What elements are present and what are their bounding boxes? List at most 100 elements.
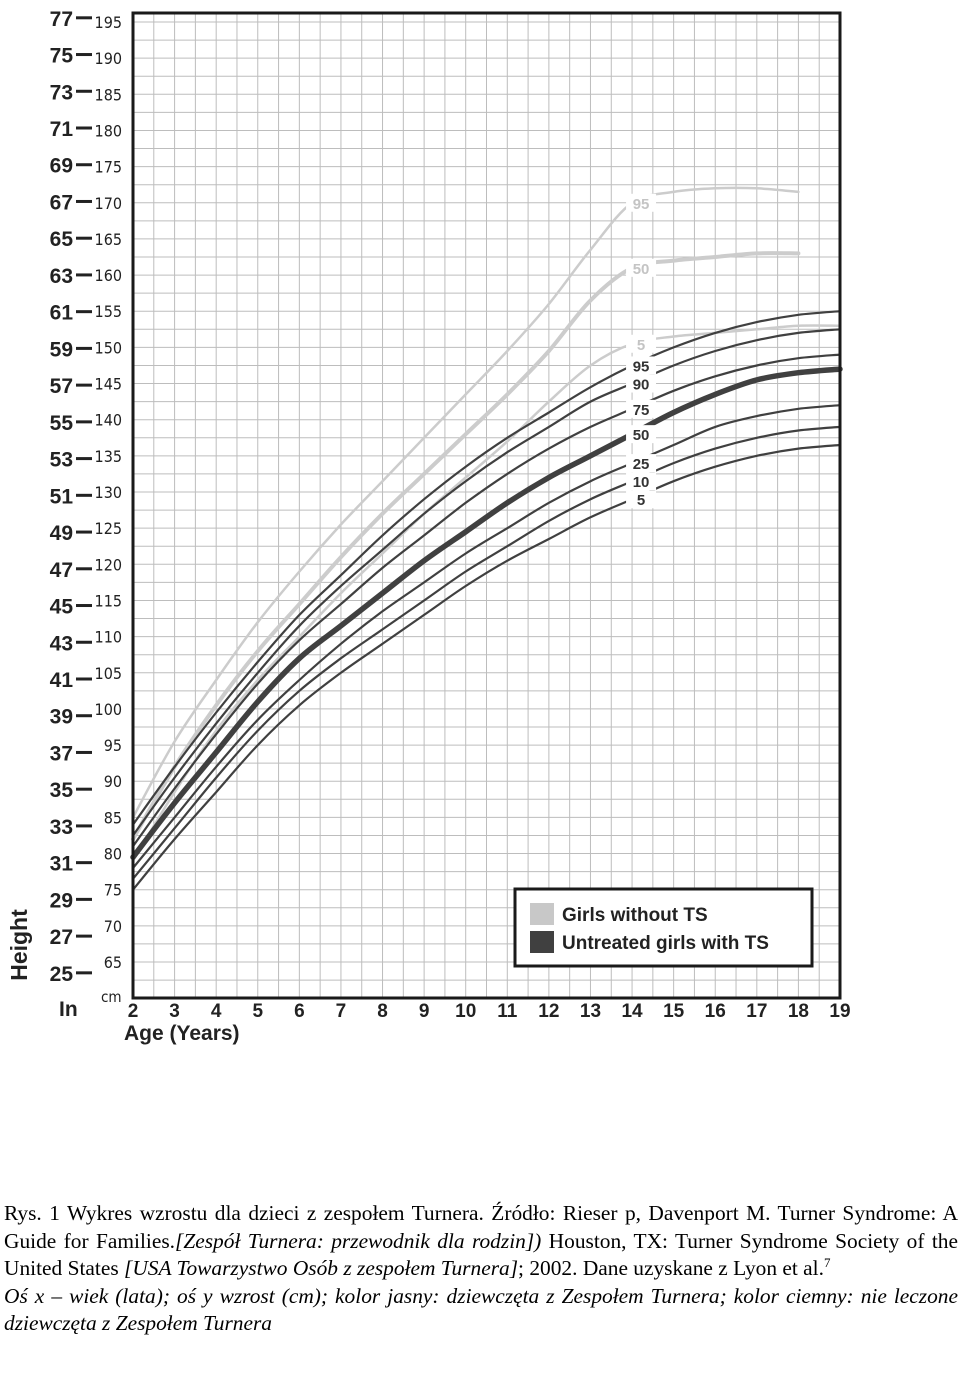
in-tick-label: 49	[50, 522, 73, 545]
series-label-bg	[626, 454, 657, 473]
in-tick-label: 57	[50, 375, 73, 398]
legend-swatch-girls-without-ts	[530, 903, 554, 925]
in-tick-label: 35	[50, 779, 74, 802]
cm-tick-label: 195	[95, 13, 122, 32]
legend-swatch-untreated-girls-with-ts	[530, 931, 554, 953]
in-tick-label: 67	[50, 191, 73, 214]
series-label-bg	[626, 374, 657, 393]
cm-tick-label: 135	[95, 447, 122, 466]
in-tick-label: 41	[50, 669, 74, 692]
cm-tick-label: 140	[95, 411, 122, 430]
in-tick-label: 63	[50, 265, 73, 288]
x-axis-title: Age (Years)	[124, 1022, 240, 1045]
x-tick-label: 11	[497, 1001, 518, 1022]
series-label-untreated-girls-with-ts-p75: 75	[633, 402, 650, 419]
in-tick-label: 45	[50, 596, 74, 619]
series-label-untreated-girls-with-ts-p5: 5	[637, 492, 645, 509]
cm-tick-label: 75	[104, 881, 122, 900]
cm-tick-label: 105	[95, 664, 122, 683]
x-tick-label: 6	[294, 1001, 305, 1022]
series-label-untreated-girls-with-ts-p90: 90	[633, 377, 650, 394]
x-tick-label: 7	[336, 1001, 347, 1022]
series-label-untreated-girls-with-ts-p50: 50	[633, 427, 650, 444]
cm-tick-label: 70	[104, 917, 122, 936]
x-tick-label: 15	[663, 1001, 685, 1022]
x-tick-label: 12	[538, 1001, 559, 1022]
cm-tick-label: 100	[95, 700, 122, 719]
series-label-bg	[626, 472, 657, 491]
series-line-untreated-girls-with-ts-p10	[131, 425, 842, 880]
cm-tick-label: 115	[95, 591, 122, 610]
series-line-untreated-girls-with-ts-p75	[131, 353, 842, 848]
series-line-untreated-girls-with-ts-p95	[131, 310, 842, 826]
in-tick-label: 53	[50, 449, 73, 472]
cm-tick-label: 175	[95, 158, 122, 177]
chart-axes: 2 3 4 5 6 7 8 9 10 11 12 13 14 15 16 17 18 19657075808590…	[50, 8, 851, 1022]
series-label-untreated-girls-with-ts-p10: 10	[633, 474, 650, 491]
in-tick-label: 65	[50, 228, 74, 251]
caption-source: Rys. 1 Wykres wzrostu dla dzieci z zespo…	[4, 1201, 959, 1281]
in-tick-label: 47	[50, 559, 73, 582]
in-tick-label: 37	[50, 742, 73, 765]
x-tick-label: 19	[829, 1001, 850, 1022]
x-tick-label: 9	[419, 1001, 430, 1022]
chart-series	[130, 186, 843, 891]
cm-tick-label: 150	[95, 338, 122, 357]
x-tick-label: 17	[746, 1001, 767, 1022]
legend: Girls without TS Untreated girls with TS	[513, 887, 814, 968]
legend-label-untreated-girls-with-ts: Untreated girls with TS	[562, 933, 769, 954]
in-tick-label: 51	[50, 485, 74, 508]
cm-tick-label: 155	[95, 302, 122, 321]
y-axis-title: Height	[6, 909, 32, 981]
legend-label-girls-without-ts: Girls without TS	[562, 905, 708, 926]
in-tick-label: 59	[50, 338, 73, 361]
x-tick-label: 14	[621, 1001, 643, 1022]
cm-tick-label: 90	[104, 772, 122, 791]
cm-tick-label: 180	[95, 121, 122, 140]
cm-tick-label: 80	[104, 845, 122, 864]
in-tick-label: 77	[50, 8, 73, 31]
cm-tick-label: 85	[104, 808, 122, 827]
x-tick-label: 3	[169, 1001, 180, 1022]
x-tick-label: 10	[455, 1001, 476, 1022]
series-label-girls-without-ts-p5: 5	[637, 337, 645, 354]
in-tick-label: 61	[50, 302, 74, 325]
series-label-untreated-girls-with-ts-p25: 25	[633, 456, 650, 473]
series-label-bg	[626, 193, 657, 212]
series-label-bg	[626, 356, 657, 375]
cm-tick-label: 170	[95, 194, 122, 213]
cm-tick-label: 120	[95, 555, 122, 574]
cm-unit-label: cm	[101, 988, 122, 1006]
in-tick-label: 43	[50, 632, 73, 655]
cm-tick-label: 65	[104, 953, 122, 972]
x-tick-label: 16	[705, 1001, 726, 1022]
in-tick-label: 73	[50, 81, 73, 104]
cm-tick-label: 130	[95, 483, 122, 502]
in-tick-label: 27	[50, 926, 73, 949]
cm-tick-label: 145	[95, 375, 122, 394]
plot-frame	[131, 11, 842, 1000]
cm-tick-label: 165	[95, 230, 122, 249]
in-tick-label: 33	[50, 816, 73, 839]
x-tick-label: 13	[580, 1001, 601, 1022]
in-unit-label: In	[59, 998, 78, 1021]
cm-tick-label: 110	[95, 628, 122, 647]
in-tick-label: 69	[50, 155, 73, 178]
series-label-girls-without-ts-p50: 50	[633, 261, 650, 278]
cm-tick-label: 185	[95, 85, 122, 104]
in-tick-label: 25	[50, 963, 74, 986]
series-line-untreated-girls-with-ts-p50	[130, 366, 843, 860]
in-tick-label: 75	[50, 45, 74, 68]
figure-caption: Rys. 1 Wykres wzrostu dla dzieci z zespo…	[4, 1200, 958, 1338]
caption-axis-description: Oś x – wiek (lata); oś y wzrost (cm); ko…	[4, 1283, 958, 1336]
series-line-girls-without-ts-p50	[131, 251, 801, 842]
series-label-bg	[626, 258, 657, 277]
x-tick-label: 8	[377, 1001, 388, 1022]
in-tick-label: 71	[50, 118, 74, 141]
legend-frame	[513, 887, 814, 968]
x-tick-label: 18	[788, 1001, 809, 1022]
series-label-bg	[626, 334, 657, 353]
series-label-untreated-girls-with-ts-p95: 95	[633, 358, 650, 375]
